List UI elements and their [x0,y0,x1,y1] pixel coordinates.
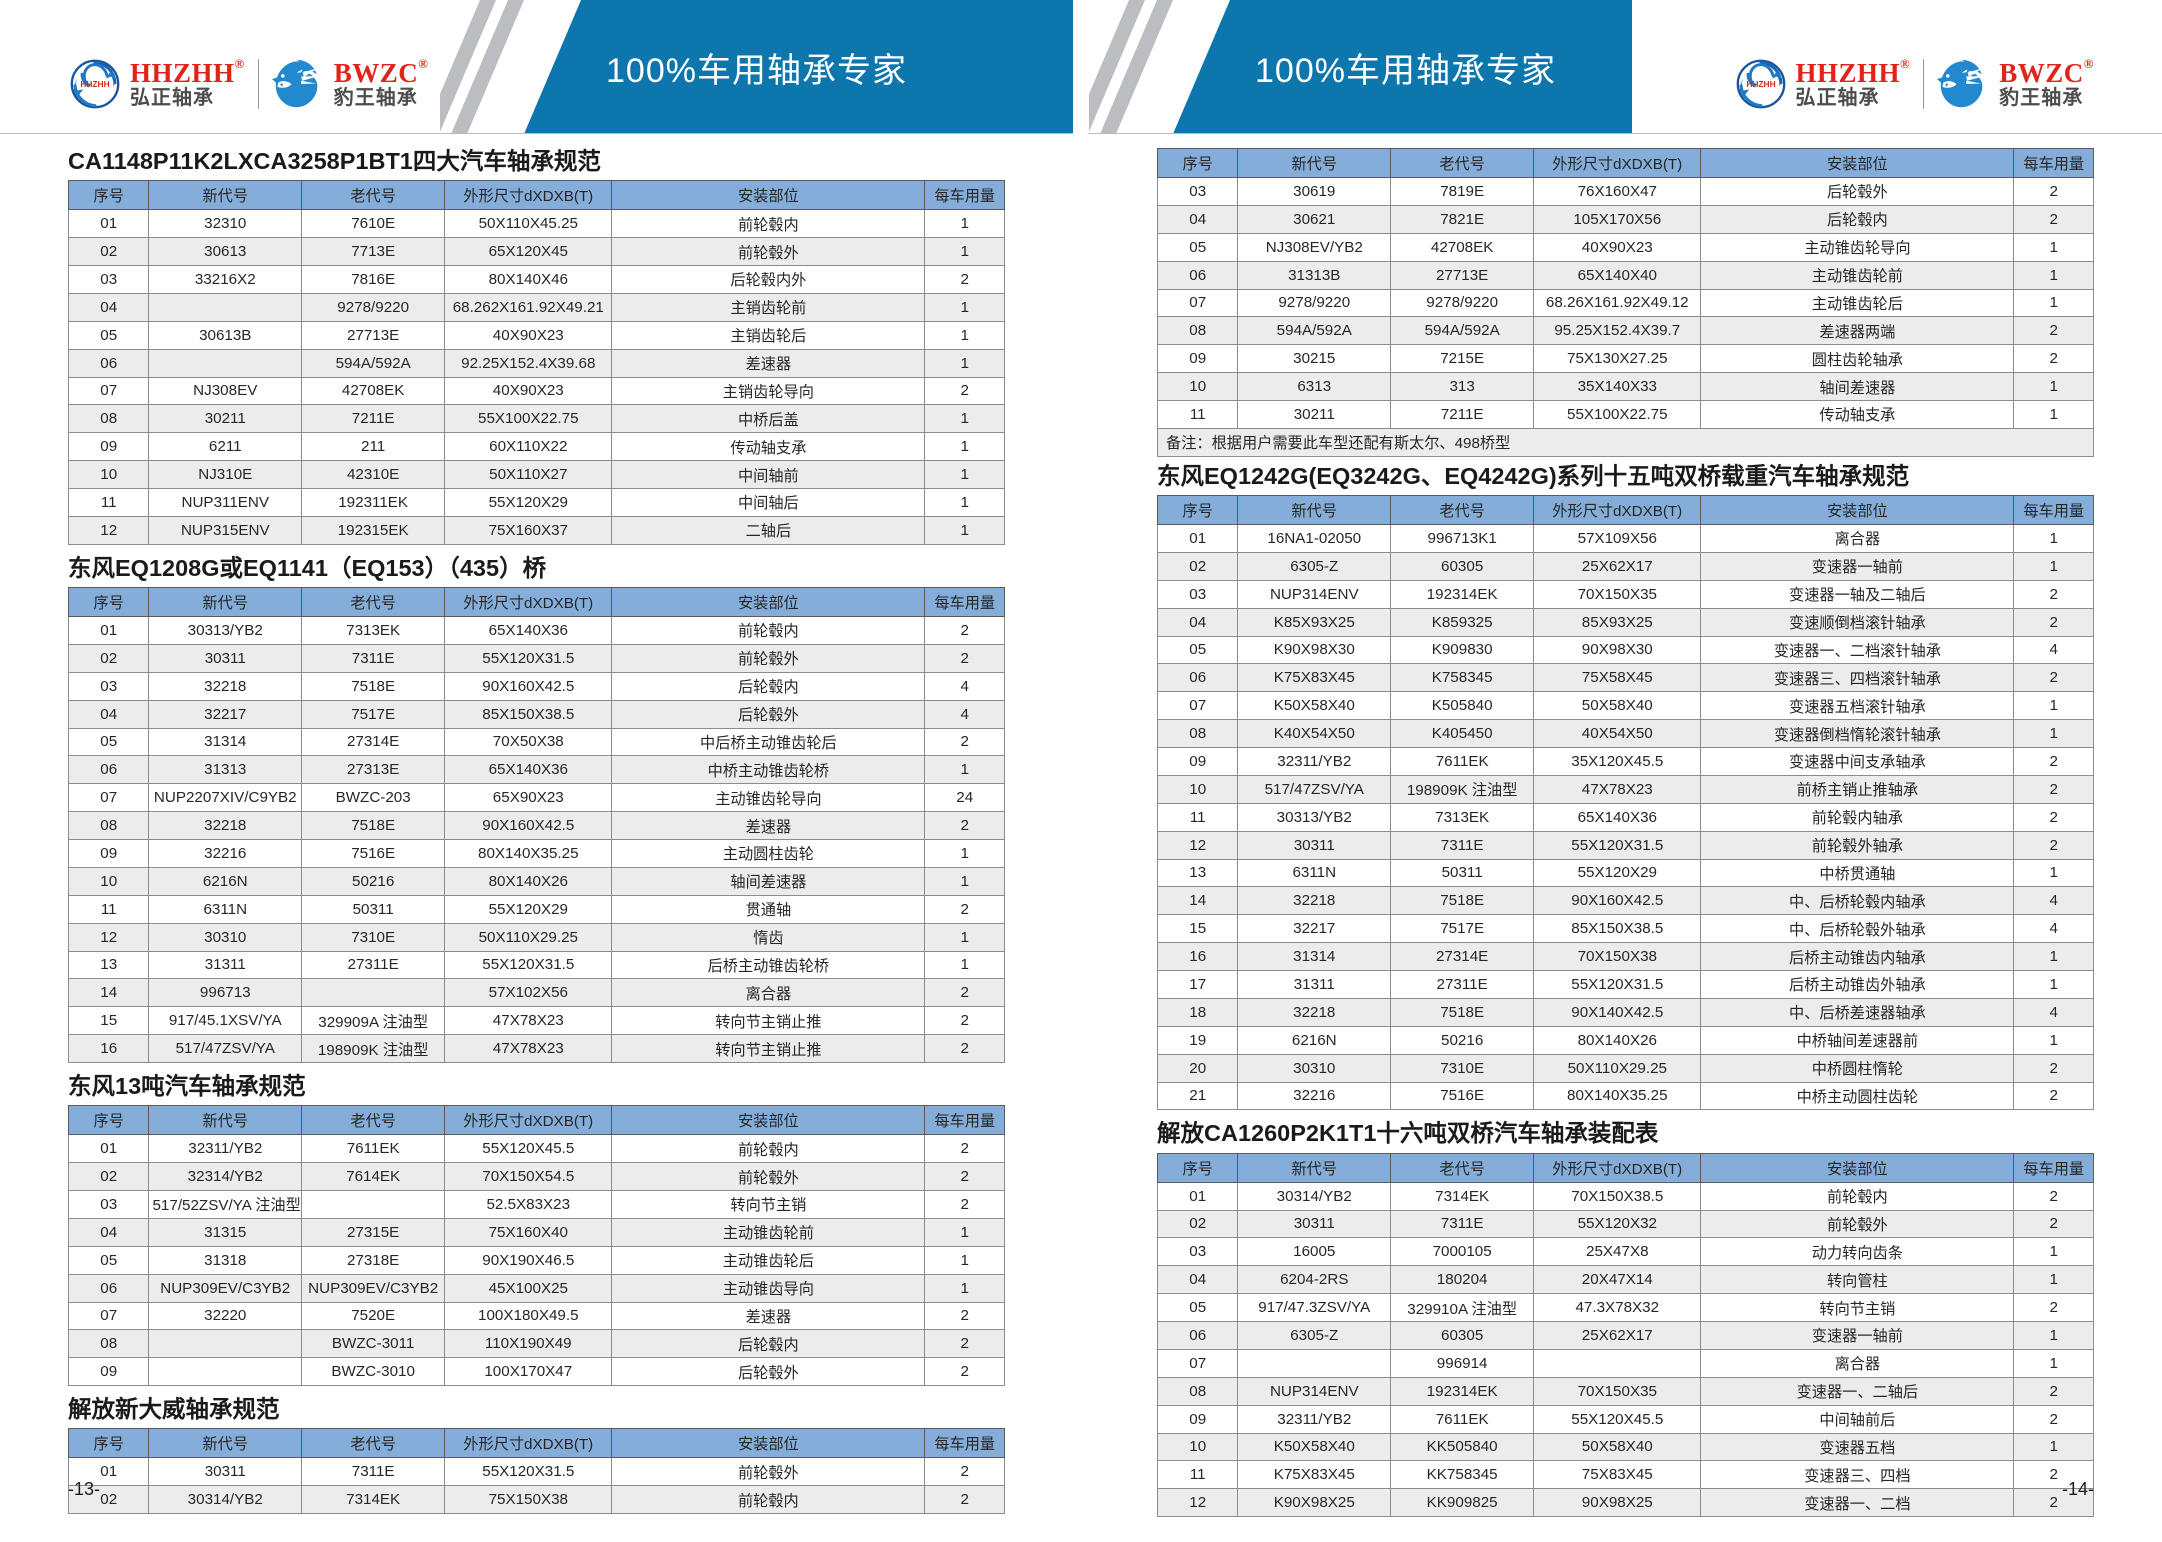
svg-text:HHZHH: HHZHH [1746,79,1775,89]
svg-text:HHZHH: HHZHH [80,79,109,89]
